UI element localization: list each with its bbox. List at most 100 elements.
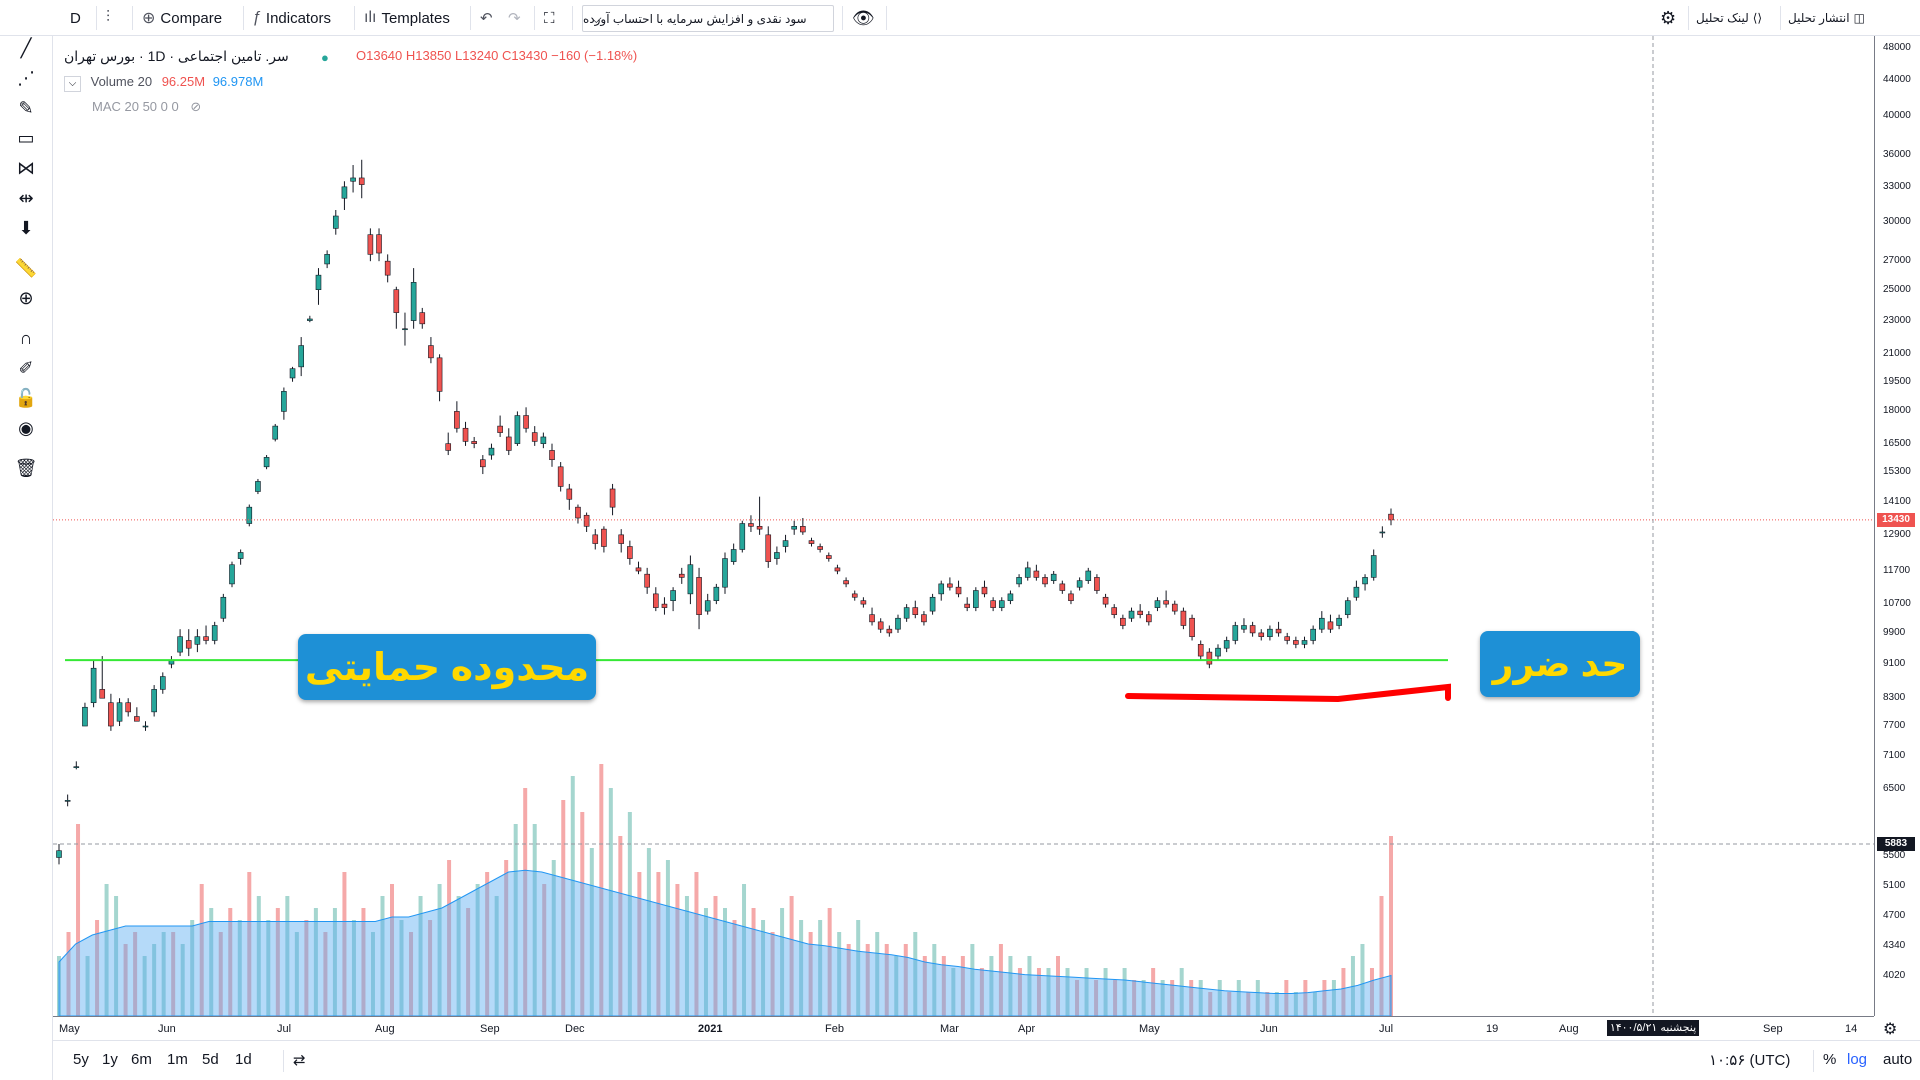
volume-bar xyxy=(1036,968,1041,1016)
price-tick-label: 14100 xyxy=(1883,495,1911,507)
volume-bar xyxy=(789,896,794,1016)
volume-bar xyxy=(1113,980,1118,1016)
crosshair-date-label: پنجشنبه ۱۴۰۰/۵/۲۱ xyxy=(1607,1020,1699,1036)
volume-bar xyxy=(1369,968,1374,1016)
candle xyxy=(998,597,1005,612)
link-analysis-button[interactable]: ⟨⟩ لینک تحلیل xyxy=(1696,4,1762,32)
text-note-icon[interactable]: ▭ xyxy=(17,127,35,148)
zoom-in-icon[interactable]: ⊕ xyxy=(18,287,34,308)
candle xyxy=(1310,625,1316,645)
candle xyxy=(973,587,979,612)
candle xyxy=(350,165,356,193)
time-axis[interactable]: May Jun Jul Aug Sep Dec 2021 Feb Mar Apr May Jun Jul… xyxy=(53,1016,1897,1040)
candle xyxy=(895,614,901,633)
date-range-icon[interactable]: ⇄ xyxy=(293,1052,306,1069)
volume-bar xyxy=(1274,992,1279,1016)
candle xyxy=(99,656,106,699)
arrow-down-icon[interactable]: ⬇ xyxy=(18,217,34,238)
pencil-lock-icon[interactable]: ✐ xyxy=(18,357,34,378)
candle xyxy=(1059,580,1066,594)
bottom-divider xyxy=(283,1050,284,1072)
templates-button[interactable]: ılı Templates xyxy=(364,4,450,32)
lock-icon[interactable]: 🔓 xyxy=(14,387,38,408)
volume-bar xyxy=(323,932,328,1016)
stop-loss-callout[interactable]: حد ضرر xyxy=(1480,631,1640,697)
magnet-icon[interactable]: ∩ xyxy=(19,327,33,348)
collapse-chevron-icon[interactable]: ⌵ xyxy=(64,76,81,92)
range-1y[interactable]: 1y xyxy=(102,1051,118,1068)
bar-style-button[interactable]: ⫶ xyxy=(106,4,115,32)
volume-bar xyxy=(399,920,404,1016)
time-tick-label: Feb xyxy=(825,1023,844,1035)
hidden-eye-icon[interactable]: ⊘ xyxy=(190,99,202,114)
log-toggle[interactable]: log xyxy=(1847,1051,1868,1068)
price-tick-label: 7700 xyxy=(1883,720,1906,732)
redo-icon[interactable]: ↷ xyxy=(508,10,521,27)
undo-icon[interactable]: ↶ xyxy=(480,10,493,27)
candle xyxy=(1388,508,1394,526)
volume-bar xyxy=(941,956,946,1016)
candle xyxy=(1206,648,1213,669)
volume-bar xyxy=(580,812,585,1016)
price-tick-label: 25000 xyxy=(1883,283,1911,295)
time-tick-label: 2021 xyxy=(698,1023,723,1035)
support-callout[interactable]: محدوده حمایتی xyxy=(298,634,596,700)
compare-button[interactable]: ⊕ Compare xyxy=(142,4,222,32)
price-chart[interactable] xyxy=(53,36,1874,1016)
auto-toggle[interactable]: auto xyxy=(1883,1051,1913,1068)
publish-icon: ◫ xyxy=(1853,11,1865,25)
brush-icon[interactable]: ✎ xyxy=(18,97,34,118)
range-5d[interactable]: 5d xyxy=(202,1051,219,1068)
candle xyxy=(765,526,772,568)
axis-settings-icon[interactable]: ⚙ xyxy=(1883,1021,1898,1038)
candle xyxy=(921,611,927,626)
candle xyxy=(912,600,919,619)
range-1m[interactable]: 1m xyxy=(167,1051,188,1068)
candle xyxy=(1232,621,1239,645)
ruler-icon[interactable]: 📏 xyxy=(14,257,38,278)
volume-bar xyxy=(104,884,109,1016)
stop-loss-line[interactable] xyxy=(1125,683,1451,703)
range-5y[interactable]: 5y xyxy=(73,1051,89,1068)
forecast-icon[interactable]: ⇹ xyxy=(18,187,34,208)
fib-icon[interactable]: ⋰ xyxy=(17,67,35,88)
volume-bar xyxy=(656,872,661,1016)
candle xyxy=(1111,604,1118,619)
candle xyxy=(168,656,175,669)
pattern-icon[interactable]: ⋈ xyxy=(17,157,35,178)
fx-icon: ƒ xyxy=(252,9,261,26)
percent-toggle[interactable]: % xyxy=(1823,1051,1837,1068)
interval-button[interactable]: D xyxy=(70,9,81,27)
indicators-button[interactable]: ƒ Indicators xyxy=(252,4,331,32)
volume-bar xyxy=(1293,992,1298,1016)
volume-bar xyxy=(161,932,166,1016)
publish-analysis-button[interactable]: ◫ انتشار تحلیل xyxy=(1788,4,1865,32)
range-1d[interactable]: 1d xyxy=(235,1051,252,1068)
range-6m[interactable]: 6m xyxy=(131,1051,152,1068)
price-axis[interactable]: 48000 44000 40000 36000 33000 30000 27000 25000… xyxy=(1874,36,1920,1016)
trash-icon[interactable]: 🗑 xyxy=(14,457,38,478)
eye-toggle-icon[interactable]: 👁 xyxy=(852,7,875,28)
candle xyxy=(376,228,382,262)
eye-icon[interactable]: ◉ xyxy=(18,417,34,438)
candles xyxy=(56,159,1394,865)
candle xyxy=(730,543,737,565)
volume-bar xyxy=(979,968,984,1016)
symbol-title[interactable]: سر. تامین اجتماعی · 1D · بورس تهران xyxy=(64,48,289,64)
trend-line-icon[interactable]: ╱ xyxy=(20,37,32,58)
fullscreen-icon[interactable]: ⛶ xyxy=(544,9,555,27)
candle xyxy=(1128,607,1135,622)
utc-time[interactable]: ۱۰:۵۶ (UTC) xyxy=(1709,1052,1791,1069)
volume-bar xyxy=(1122,968,1127,1016)
volume-bar xyxy=(827,908,832,1016)
candle xyxy=(281,387,287,420)
volume-bar xyxy=(171,932,176,1016)
settings-icon[interactable]: ⚙ xyxy=(1660,7,1677,28)
candle xyxy=(808,537,815,547)
volume-bar xyxy=(1065,968,1070,1016)
candle xyxy=(1016,574,1022,588)
strategy-select[interactable]: ⌵ سود نقدی و افزایش سرمایه با احتساب آور… xyxy=(582,5,834,32)
candle xyxy=(1284,632,1291,645)
volume-bar xyxy=(856,920,861,1016)
candle xyxy=(644,567,650,594)
